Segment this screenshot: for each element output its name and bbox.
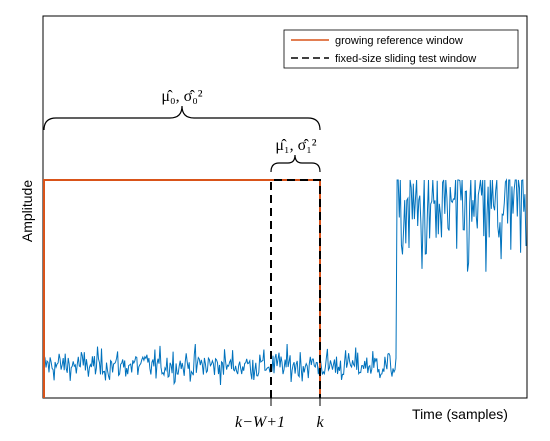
test-window: [270, 179, 321, 398]
test-brace: [270, 154, 321, 173]
reference-brace: [43, 105, 321, 131]
legend-label-reference: growing reference window: [335, 35, 463, 47]
reference-window: [43, 179, 321, 398]
signal-line: [43, 178, 527, 386]
legend-box: [283, 29, 519, 69]
y-axis-label: Amplitude: [19, 180, 35, 242]
legend: growing reference window fixed-size slid…: [283, 29, 519, 69]
tick-label-window-end: k: [316, 414, 324, 431]
test-brace-label: μ̂₁, σ̂₁²: [275, 137, 316, 154]
legend-label-test: fixed-size sliding test window: [335, 53, 476, 65]
tick-label-window-start: k−W+1: [235, 414, 285, 431]
axes-box: [42, 15, 528, 399]
signal-series: [43, 178, 527, 386]
x-axis-label: Time (samples): [412, 406, 508, 422]
reference-brace-label: μ̂₀, σ̂₀²: [161, 88, 202, 105]
